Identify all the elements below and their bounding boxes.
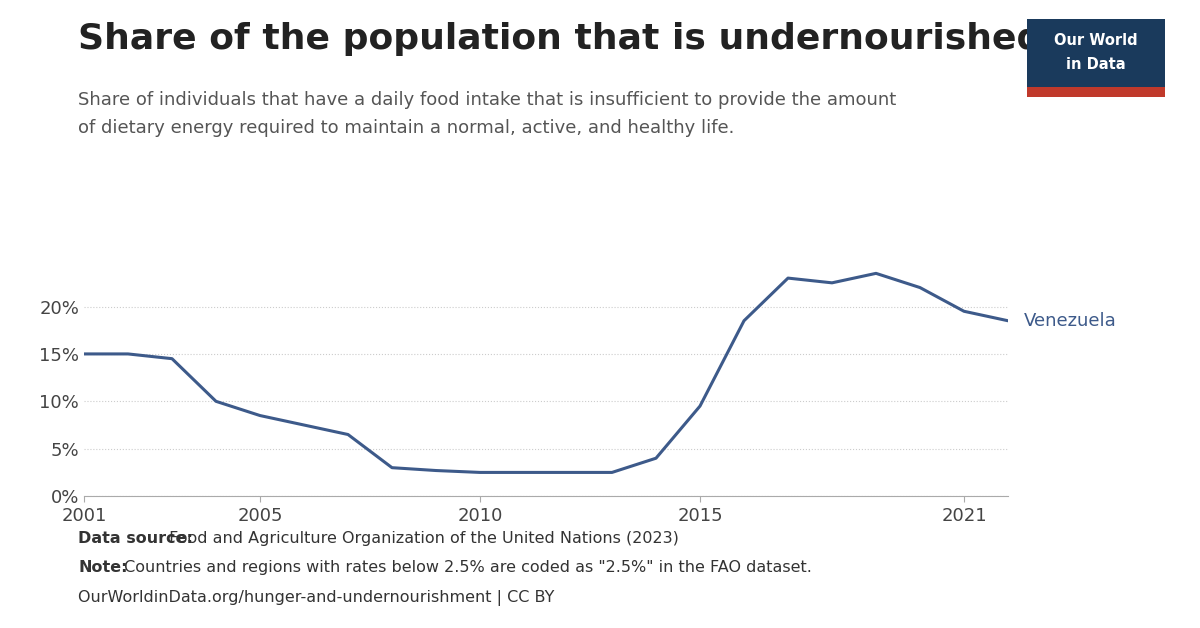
Text: Data source:: Data source: [78, 531, 193, 546]
Text: Food and Agriculture Organization of the United Nations (2023): Food and Agriculture Organization of the… [164, 531, 679, 546]
Text: Countries and regions with rates below 2.5% are coded as "2.5%" in the FAO datas: Countries and regions with rates below 2… [119, 560, 811, 575]
Text: of dietary energy required to maintain a normal, active, and healthy life.: of dietary energy required to maintain a… [78, 119, 734, 138]
Text: Venezuela: Venezuela [1024, 311, 1116, 330]
Text: Note:: Note: [78, 560, 127, 575]
Text: OurWorldinData.org/hunger-and-undernourishment | CC BY: OurWorldinData.org/hunger-and-undernouri… [78, 590, 554, 606]
Text: Our World: Our World [1055, 33, 1138, 48]
Text: in Data: in Data [1067, 57, 1126, 72]
Text: Share of individuals that have a daily food intake that is insufficient to provi: Share of individuals that have a daily f… [78, 91, 896, 109]
Text: Share of the population that is undernourished: Share of the population that is undernou… [78, 22, 1043, 56]
